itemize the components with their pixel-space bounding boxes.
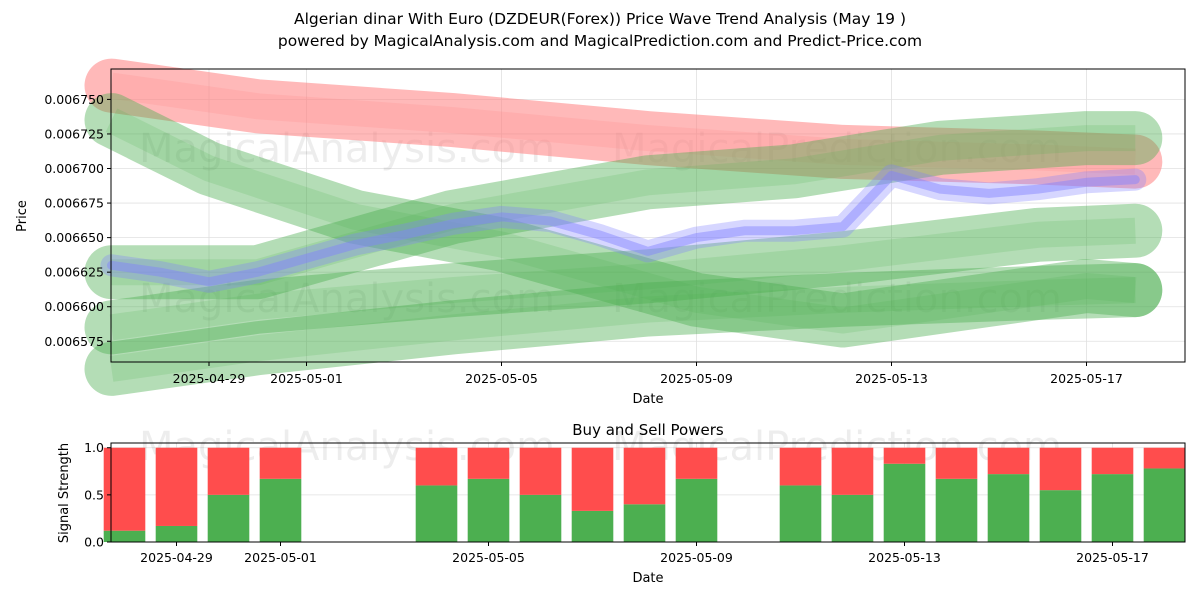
top-y-axis-label: Price — [15, 200, 30, 232]
price-wave-panel: MagicalAnalysis.com MagicalPrediction.co… — [15, 58, 1186, 407]
wave-band-green-4 — [84, 111, 1163, 300]
watermark-analysis-mid: MagicalAnalysis.com — [139, 276, 555, 322]
sell-bar — [1039, 447, 1082, 491]
bottom-plot-frame — [110, 442, 1186, 543]
top-plot-frame — [110, 68, 1186, 363]
top-x-tick-label: 2025-04-29 — [173, 371, 246, 386]
bottom-y-tick-label: 0.0 — [84, 535, 104, 550]
buy-bar — [571, 510, 614, 542]
buy-bar — [259, 478, 302, 542]
top-y-tick-label: 0.006725 — [44, 126, 104, 141]
top-y-tick-label: 0.006700 — [44, 161, 104, 176]
wave-band-core-1 — [105, 108, 1137, 334]
sell-bar — [259, 447, 302, 479]
chart-subtitle: powered by MagicalAnalysis.com and Magic… — [277, 32, 923, 50]
wave-band-core-2 — [109, 217, 1136, 341]
chart-title-block: Algerian dinar With Euro (DZDEUR(Forex))… — [0, 8, 1200, 52]
wave-band-green-1 — [84, 93, 1163, 348]
sell-bar — [1143, 447, 1186, 469]
bottom-x-tick-label: 2025-05-05 — [452, 550, 525, 565]
chart-title: Algerian dinar With Euro (DZDEUR(Forex))… — [293, 10, 907, 28]
buy-bar — [987, 474, 1030, 542]
buy-bar — [103, 530, 146, 542]
bottom-x-tick-label: 2025-05-09 — [660, 550, 733, 565]
bottom-chart-title: Buy and Sell Powers — [572, 421, 724, 439]
bottom-y-axis-label: Signal Strength — [57, 443, 72, 543]
bottom-x-ticks: 2025-04-29 2025-05-01 2025-05-05 2025-05-09… — [140, 542, 1149, 565]
price-series — [100, 164, 1147, 293]
price-line-glow-0 — [100, 164, 1147, 293]
sell-bar — [779, 447, 822, 486]
sell-bar — [883, 447, 926, 464]
top-x-tick-label: 2025-05-17 — [1050, 371, 1123, 386]
bottom-x-tick-label: 2025-05-17 — [1076, 550, 1149, 565]
wave-bands — [84, 58, 1163, 396]
bottom-x-tick-label: 2025-04-29 — [140, 550, 213, 565]
top-y-tick-label: 0.006600 — [44, 299, 104, 314]
buy-bar — [207, 494, 250, 542]
sell-bar — [987, 447, 1030, 475]
wave-band-core-0 — [109, 72, 1136, 175]
buy-bar — [1091, 474, 1134, 542]
top-x-tick-label: 2025-05-05 — [465, 371, 538, 386]
bottom-y-ticks: 0.0 0.5 1.0 — [84, 440, 111, 550]
bottom-y-tick-label: 0.5 — [84, 487, 104, 502]
bottom-x-tick-label: 2025-05-13 — [868, 550, 941, 565]
top-y-tick-label: 0.006575 — [44, 334, 104, 349]
sell-bar — [415, 447, 458, 486]
signal-bars — [103, 447, 1186, 542]
watermark-prediction-mid: MagicalPrediction.com — [612, 276, 1062, 322]
top-y-ticks: 0.006575 0.006600 0.006625 0.006650 0.006675… — [44, 92, 111, 349]
buy-bar — [155, 525, 198, 542]
sell-bar — [831, 447, 874, 495]
top-y-tick-label: 0.006675 — [44, 196, 104, 211]
buy-bar — [1143, 468, 1186, 542]
sell-bar — [467, 447, 510, 479]
wave-band-core-4 — [111, 125, 1136, 286]
buy-sell-panel: Buy and Sell Powers MagicalAnalysis.com … — [57, 421, 1186, 586]
wave-band-red-0 — [84, 58, 1163, 189]
buy-bar — [831, 494, 874, 542]
top-y-tick-label: 0.006625 — [44, 265, 104, 280]
sell-bar — [935, 447, 978, 479]
sell-bar — [155, 447, 198, 526]
sell-bar — [519, 447, 562, 495]
buy-bar — [623, 504, 666, 542]
buy-bar — [415, 485, 458, 542]
wave-band-core-3 — [109, 277, 1136, 382]
buy-bar — [935, 478, 978, 542]
top-x-tick-label: 2025-05-09 — [660, 371, 733, 386]
sell-bar — [1091, 447, 1134, 475]
wave-band-green-3 — [84, 263, 1163, 396]
top-x-axis-label: Date — [632, 392, 663, 407]
sell-bar — [623, 447, 666, 505]
bottom-y-tick-label: 1.0 — [84, 440, 104, 455]
top-x-tick-label: 2025-05-01 — [270, 371, 343, 386]
buy-bar — [1039, 490, 1082, 542]
bottom-x-tick-label: 2025-05-01 — [244, 550, 317, 565]
bottom-x-axis-label: Date — [632, 571, 663, 586]
top-x-tick-label: 2025-05-13 — [855, 371, 928, 386]
sell-bar — [571, 447, 614, 511]
buy-bar — [883, 463, 926, 542]
sell-bar — [207, 447, 250, 495]
top-y-tick-label: 0.006750 — [44, 92, 104, 107]
wave-band-green-2 — [84, 203, 1163, 355]
price-line-0 — [107, 170, 1140, 287]
buy-bar — [467, 478, 510, 542]
sell-bar — [103, 447, 146, 531]
buy-bar — [519, 494, 562, 542]
buy-bar — [779, 485, 822, 542]
buy-bar — [675, 478, 718, 542]
sell-bar — [675, 447, 718, 479]
top-y-tick-label: 0.006650 — [44, 230, 104, 245]
top-x-ticks: 2025-04-29 2025-05-01 2025-05-05 2025-05-09… — [173, 362, 1123, 386]
